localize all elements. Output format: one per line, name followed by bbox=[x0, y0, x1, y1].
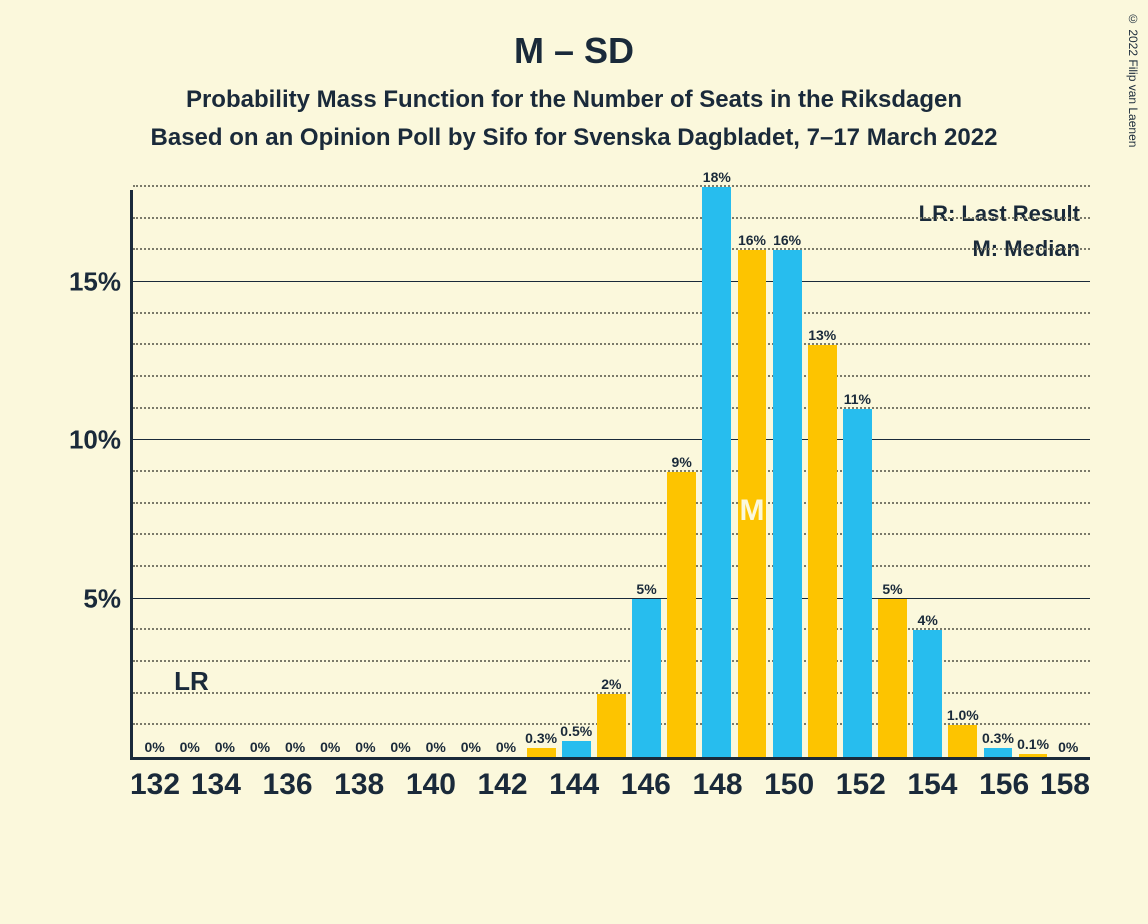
bar-slot: 0% bbox=[137, 190, 172, 757]
bar-slot: 0% bbox=[383, 190, 418, 757]
bar: 9% bbox=[667, 472, 696, 757]
bar-slot: 0% bbox=[207, 190, 242, 757]
bar: 0.3% bbox=[527, 748, 556, 758]
chart-title: M – SD bbox=[0, 30, 1148, 72]
bar-value-label: 18% bbox=[703, 169, 731, 185]
y-tick-label: 10% bbox=[69, 425, 121, 456]
bar-slot: 0.3% bbox=[980, 190, 1015, 757]
bars-container: 0%LR0%0%0%0%0%0%0%0%0%0%0.3%0.5%2%5%9%18… bbox=[133, 190, 1090, 757]
bar: 0.5% bbox=[562, 741, 591, 757]
bar-slot: 13% bbox=[805, 190, 840, 757]
x-tick-label: 144 bbox=[538, 768, 610, 802]
bar-slot: 0% bbox=[488, 190, 523, 757]
plot-region: LR: Last Result M: Median 5%10%15% 0%LR0… bbox=[130, 190, 1090, 760]
bar-value-label: 13% bbox=[808, 327, 836, 343]
bar-slot: 18% bbox=[699, 190, 734, 757]
bar-slot: 0.1% bbox=[1016, 190, 1051, 757]
x-tick-label: 142 bbox=[467, 768, 539, 802]
bar-value-label: 0% bbox=[144, 739, 164, 755]
chart-subtitle-2: Based on an Opinion Poll by Sifo for Sve… bbox=[0, 124, 1148, 152]
bar-slot: 4% bbox=[910, 190, 945, 757]
bar-slot: 5% bbox=[875, 190, 910, 757]
x-tick-label: 132 bbox=[130, 768, 180, 802]
bar-slot: 0.5% bbox=[559, 190, 594, 757]
bar: 1.0% bbox=[948, 725, 977, 757]
bar-value-label: 0% bbox=[1058, 739, 1078, 755]
bar-slot: 5% bbox=[629, 190, 664, 757]
bar-value-label: 0% bbox=[426, 739, 446, 755]
x-tick-label: 156 bbox=[968, 768, 1040, 802]
bar-slot: 0% bbox=[418, 190, 453, 757]
median-marker: M bbox=[739, 494, 764, 528]
bar-slot: 0% bbox=[1051, 190, 1086, 757]
bar: 2% bbox=[597, 694, 626, 757]
x-tick-label: 148 bbox=[682, 768, 754, 802]
bar: 16% bbox=[773, 250, 802, 757]
bar-value-label: 0% bbox=[496, 739, 516, 755]
bar-slot: 0% bbox=[242, 190, 277, 757]
x-tick-label: 138 bbox=[323, 768, 395, 802]
x-tick-label: 136 bbox=[252, 768, 324, 802]
x-axis: 1321341361381401421441461481501521541561… bbox=[130, 768, 1090, 802]
bar-slot: 1.0% bbox=[945, 190, 980, 757]
copyright-text: © 2022 Filip van Laenen bbox=[1126, 12, 1140, 147]
bar-value-label: 0.5% bbox=[560, 723, 592, 739]
chart-subtitle-1: Probability Mass Function for the Number… bbox=[0, 86, 1148, 114]
bar-value-label: 0% bbox=[461, 739, 481, 755]
bar-value-label: 0.3% bbox=[525, 730, 557, 746]
bar: 18% bbox=[702, 187, 731, 757]
y-tick-label: 5% bbox=[83, 583, 121, 614]
lr-marker: LR bbox=[174, 666, 209, 697]
y-tick-label: 15% bbox=[69, 267, 121, 298]
bar-slot: 0% bbox=[278, 190, 313, 757]
x-tick-label: 140 bbox=[395, 768, 467, 802]
bar-slot: 0% bbox=[348, 190, 383, 757]
bar-slot: 11% bbox=[840, 190, 875, 757]
bar-value-label: 5% bbox=[636, 581, 656, 597]
bar-value-label: 0.1% bbox=[1017, 736, 1049, 752]
bar-value-label: 0% bbox=[355, 739, 375, 755]
bar-value-label: 9% bbox=[672, 454, 692, 470]
bar-slot: 0.3% bbox=[524, 190, 559, 757]
bar: 16%M bbox=[738, 250, 767, 757]
bar: 0.3% bbox=[984, 748, 1013, 758]
x-tick-label: 150 bbox=[753, 768, 825, 802]
bar: 5% bbox=[878, 599, 907, 757]
grid-minor bbox=[133, 185, 1090, 187]
bar: 5% bbox=[632, 599, 661, 757]
x-tick-label: 158 bbox=[1040, 768, 1090, 802]
bar-slot: LR 0% bbox=[172, 190, 207, 757]
bar: 4% bbox=[913, 630, 942, 757]
bar-value-label: 2% bbox=[601, 676, 621, 692]
bar-slot: 16% M bbox=[734, 190, 769, 757]
bar: 11% bbox=[843, 409, 872, 757]
bar-slot: 0% bbox=[313, 190, 348, 757]
x-tick-label: 134 bbox=[180, 768, 252, 802]
bar-value-label: 0% bbox=[390, 739, 410, 755]
bar-slot: 16% bbox=[770, 190, 805, 757]
bar-value-label: 1.0% bbox=[947, 707, 979, 723]
bar-value-label: 0.3% bbox=[982, 730, 1014, 746]
x-tick-label: 146 bbox=[610, 768, 682, 802]
bar-value-label: 4% bbox=[918, 612, 938, 628]
bar-value-label: 0% bbox=[250, 739, 270, 755]
bar-slot: 9% bbox=[664, 190, 699, 757]
bar-slot: 0% bbox=[453, 190, 488, 757]
x-tick-label: 152 bbox=[825, 768, 897, 802]
bar: 13% bbox=[808, 345, 837, 757]
bar: 0.1% bbox=[1019, 754, 1048, 757]
bar-value-label: 16% bbox=[773, 232, 801, 248]
bar-value-label: 0% bbox=[180, 739, 200, 755]
bar-value-label: 5% bbox=[882, 581, 902, 597]
bar-value-label: 16% bbox=[738, 232, 766, 248]
x-tick-label: 154 bbox=[897, 768, 969, 802]
bar-slot: 2% bbox=[594, 190, 629, 757]
bar-value-label: 0% bbox=[215, 739, 235, 755]
chart-area: LR: Last Result M: Median 5%10%15% 0%LR0… bbox=[60, 190, 1100, 850]
bar-value-label: 11% bbox=[844, 391, 871, 407]
bar-value-label: 0% bbox=[320, 739, 340, 755]
bar-value-label: 0% bbox=[285, 739, 305, 755]
